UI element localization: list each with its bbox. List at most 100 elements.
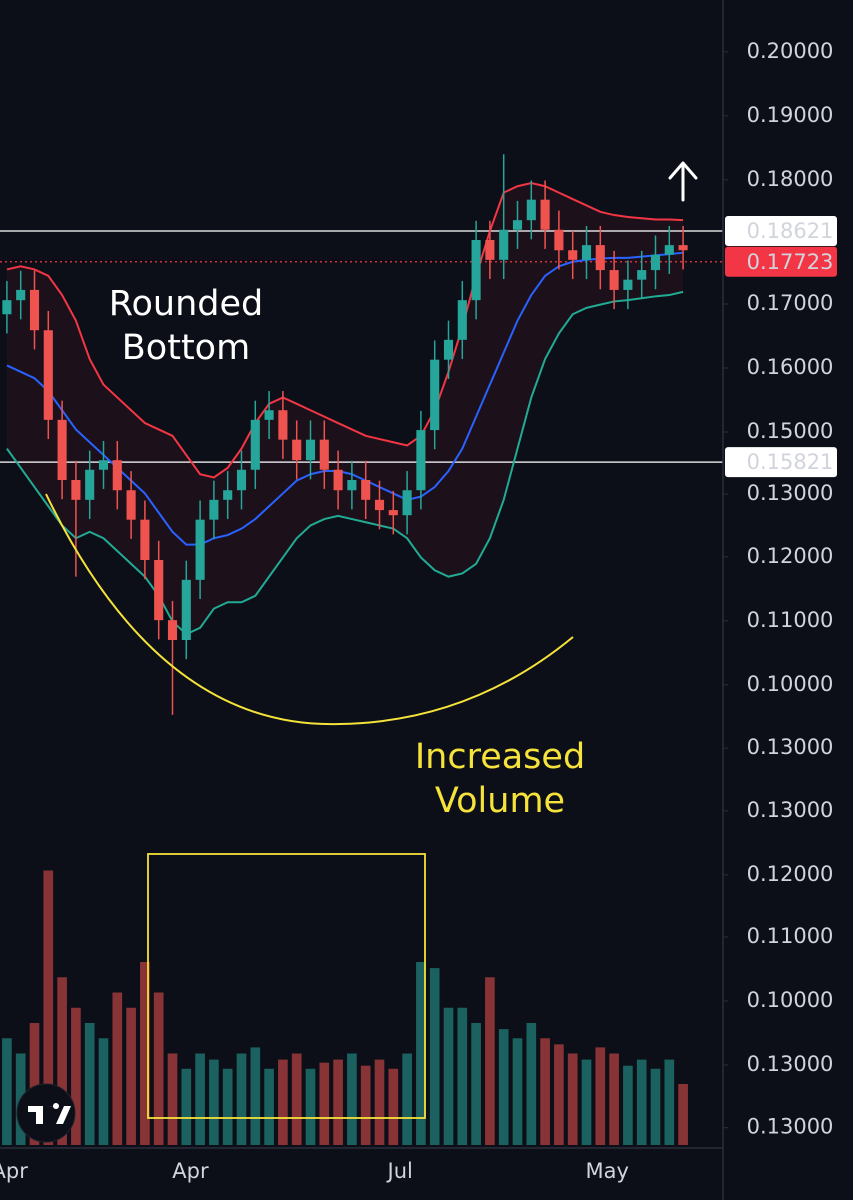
candle-body xyxy=(430,359,440,431)
volume-bar xyxy=(554,1044,564,1145)
candle-body xyxy=(650,254,661,271)
candle-body xyxy=(581,245,592,260)
candle-body xyxy=(250,419,260,470)
y-tick-label: 0.13000 xyxy=(747,1052,834,1076)
volume-bar xyxy=(678,1084,688,1145)
price-badge xyxy=(725,246,837,277)
price-badge xyxy=(725,447,837,478)
candle-body xyxy=(499,229,509,260)
volume-bar xyxy=(305,1068,316,1145)
volume-bar xyxy=(98,1038,109,1145)
y-tick-label: 0.10000 xyxy=(747,672,834,696)
volume-bar xyxy=(429,968,440,1145)
volume-bar xyxy=(222,1068,233,1145)
volume-bar xyxy=(71,1007,81,1145)
y-tick-label: 0.19000 xyxy=(747,103,834,127)
candle-body xyxy=(609,270,619,290)
band-fill xyxy=(6,183,684,635)
volume-bar xyxy=(581,1059,592,1145)
volume-bar xyxy=(443,1007,454,1145)
volume-bar xyxy=(57,977,67,1145)
y-tick-label: 0.16000 xyxy=(747,355,834,379)
candle-body xyxy=(347,480,357,491)
y-tick-label: 0.10000 xyxy=(747,988,834,1012)
volume-bar xyxy=(209,1059,219,1145)
candle-body xyxy=(457,300,467,340)
volume-bar xyxy=(609,1053,619,1145)
y-tick-label: 0.15000 xyxy=(747,419,834,443)
candle-body xyxy=(181,579,191,640)
candle-body xyxy=(678,245,688,251)
price-badge xyxy=(725,216,837,247)
volume-bar xyxy=(388,1068,399,1145)
volume-bar xyxy=(595,1047,606,1145)
candle-body xyxy=(292,439,302,461)
candle-body xyxy=(195,519,205,580)
volume-bar xyxy=(126,1007,136,1145)
volume-bar xyxy=(623,1065,633,1145)
candle-body xyxy=(71,480,81,500)
volume-bar xyxy=(360,1065,371,1145)
volume-bar xyxy=(278,1059,288,1145)
up-arrow xyxy=(668,161,698,202)
volume-bar xyxy=(485,977,495,1145)
y-tick-label: 0.12000 xyxy=(747,544,834,568)
candle-body xyxy=(112,460,122,491)
y-tick-label: 0.11000 xyxy=(747,924,834,948)
candle-body xyxy=(568,250,578,260)
annotation: Rounded Bottom xyxy=(109,284,264,368)
candle-body xyxy=(526,199,536,221)
volume-highlight-box xyxy=(147,853,426,1119)
candle-body xyxy=(305,439,316,461)
candle-body xyxy=(540,199,550,230)
candle-body xyxy=(664,245,674,255)
volume-bar xyxy=(250,1047,261,1145)
volume-bar xyxy=(664,1059,675,1145)
volume-bar xyxy=(153,992,164,1145)
volume-bar xyxy=(471,1023,481,1145)
y-tick-label: 0.13000 xyxy=(747,735,834,759)
candle-body xyxy=(167,620,178,640)
y-tick-label: 0.13000 xyxy=(747,1115,834,1139)
volume-bar xyxy=(2,1038,12,1145)
candle-body xyxy=(512,220,523,230)
annotation-line: Rounded xyxy=(109,284,264,324)
candle-body xyxy=(140,519,150,560)
annotation-line: Increased xyxy=(415,737,585,777)
plot-area xyxy=(0,154,723,1145)
volume-bar xyxy=(195,1053,205,1145)
volume-bar xyxy=(333,1059,343,1145)
y-tick-label: 0.12000 xyxy=(747,862,834,886)
candle-body xyxy=(595,245,605,271)
y-tick-label: 0.13000 xyxy=(747,481,834,505)
volume-bar xyxy=(291,1053,302,1145)
x-tick-label: Apr xyxy=(172,1159,209,1183)
x-tick-label: May xyxy=(585,1159,628,1183)
candle-body xyxy=(333,469,343,491)
candle-body xyxy=(264,410,274,420)
price-badge-label: 0.18621 xyxy=(747,219,834,243)
candle-body xyxy=(85,469,95,500)
x-tick-label: Apr xyxy=(0,1159,28,1183)
volume-bar xyxy=(636,1059,647,1145)
candle-body xyxy=(374,499,385,511)
volume-bar xyxy=(319,1062,330,1145)
y-tick-label: 0.20000 xyxy=(747,39,834,63)
annotation: Increased Volume xyxy=(415,737,585,821)
volume-bar xyxy=(167,1053,178,1145)
volume-bar xyxy=(567,1053,578,1145)
volume-bar xyxy=(498,1029,509,1145)
tradingview-logo xyxy=(16,1083,76,1143)
annotation-line: Bottom xyxy=(122,328,250,368)
candle-body xyxy=(2,300,12,315)
band-line xyxy=(6,290,684,636)
y-tick-label: 0.11000 xyxy=(747,608,834,632)
volume-bar xyxy=(29,1023,40,1145)
volume-bar xyxy=(650,1068,661,1145)
volume-bar xyxy=(402,1053,412,1145)
candle-body xyxy=(361,480,371,500)
volume-bar xyxy=(457,1007,468,1145)
candle-body xyxy=(319,439,329,470)
